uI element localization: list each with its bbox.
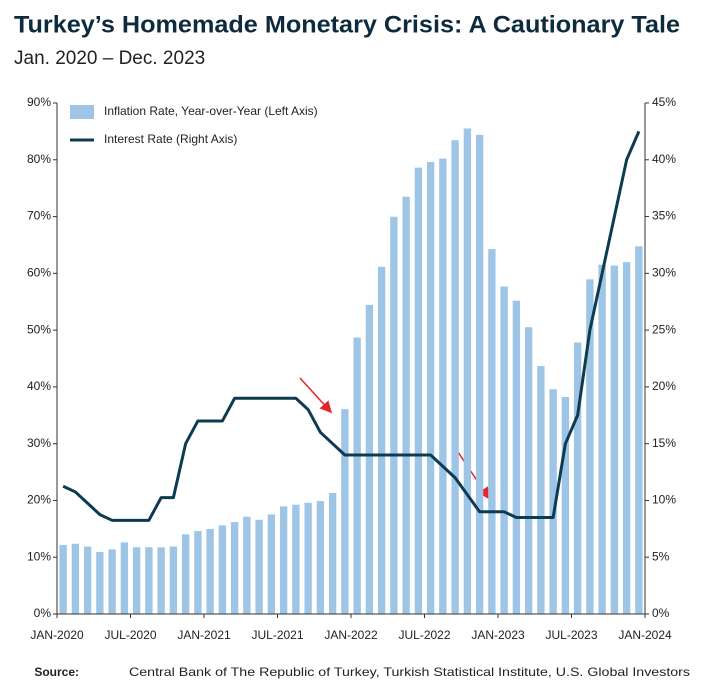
bar <box>59 545 67 614</box>
y-tick-label: 10% <box>27 549 51 563</box>
bar <box>586 279 594 614</box>
y2-tick-label: 25% <box>652 322 676 336</box>
y-tick-label: 0% <box>34 606 52 620</box>
legend-label: Interest Rate (Right Axis) <box>104 132 237 146</box>
bar <box>365 304 374 614</box>
x-tick-label: JUL-2020 <box>104 628 156 642</box>
chart-title: Turkey’s Homemade Monetary Crisis: A Cau… <box>14 11 680 38</box>
y-tick-label: 40% <box>27 379 51 393</box>
y-tick-label: 30% <box>27 436 51 450</box>
chart-subtitle: Jan. 2020 – Dec. 2023 <box>14 48 205 69</box>
bar <box>451 140 459 614</box>
bar <box>304 502 312 614</box>
bar <box>328 493 337 614</box>
bar <box>414 167 423 615</box>
y2-tick-label: 0% <box>652 606 670 620</box>
y2-tick-label: 20% <box>652 379 676 393</box>
x-tick-label: JUL-2022 <box>398 628 450 642</box>
bar <box>353 337 361 614</box>
bar <box>83 546 92 614</box>
bar <box>512 300 521 614</box>
bar <box>610 265 619 614</box>
y-tick-label: 20% <box>27 493 51 507</box>
y-tick-label: 80% <box>27 152 51 166</box>
bar <box>206 529 214 614</box>
x-tick-label: JAN-2023 <box>471 628 525 642</box>
bar <box>132 547 141 614</box>
y2-tick-label: 15% <box>652 436 676 450</box>
bar <box>475 134 484 614</box>
bar <box>573 342 582 614</box>
bar <box>108 549 116 614</box>
y2-tick-label: 35% <box>652 209 676 223</box>
y2-tick-label: 10% <box>652 493 676 507</box>
x-tick-label: JAN-2020 <box>30 628 84 642</box>
bar <box>316 501 325 614</box>
bar <box>181 534 190 614</box>
bar <box>341 409 349 614</box>
bar <box>243 516 251 614</box>
annotation-arrow <box>299 377 333 414</box>
bar <box>500 286 508 614</box>
bar <box>622 262 631 614</box>
bar <box>537 365 545 614</box>
x-tick-label: JAN-2021 <box>177 628 231 642</box>
x-tick-label: JAN-2024 <box>618 628 672 642</box>
bar <box>218 525 227 614</box>
y2-tick-label: 45% <box>652 95 676 109</box>
bar <box>439 158 447 614</box>
y2-tick-label: 40% <box>652 152 676 166</box>
source: Central Bank of The Republic of Turkey, … <box>129 665 690 679</box>
bar <box>194 531 202 614</box>
bar <box>488 249 496 614</box>
x-tick-label: JAN-2022 <box>324 628 378 642</box>
source-label: Source: <box>34 665 79 679</box>
y-tick-label: 60% <box>27 266 51 280</box>
bar <box>279 506 288 614</box>
bar <box>145 547 153 614</box>
bar <box>402 196 410 614</box>
bar <box>377 266 386 614</box>
bar <box>524 327 533 614</box>
y2-tick-label: 5% <box>652 549 670 563</box>
bar <box>71 543 80 614</box>
bar <box>549 389 557 614</box>
bar <box>390 216 398 614</box>
bar <box>96 551 104 614</box>
legend-swatch <box>70 105 94 119</box>
bar <box>426 162 435 614</box>
bar <box>463 128 472 614</box>
bar <box>169 546 178 614</box>
bar <box>230 522 239 614</box>
y-tick-label: 50% <box>27 322 51 336</box>
x-tick-label: JUL-2023 <box>545 628 597 642</box>
bar <box>292 504 300 614</box>
legend-label: Inflation Rate, Year-over-Year (Left Axi… <box>104 104 318 118</box>
y-tick-label: 70% <box>27 209 51 223</box>
bar <box>255 519 263 614</box>
bar <box>157 547 165 614</box>
y2-tick-label: 30% <box>652 266 676 280</box>
bar <box>267 514 276 614</box>
bar <box>120 542 129 614</box>
bar <box>598 264 606 614</box>
bar <box>561 397 570 614</box>
x-tick-label: JUL-2021 <box>251 628 303 642</box>
line-series <box>62 130 641 522</box>
y-tick-label: 90% <box>27 95 51 109</box>
bar <box>635 246 643 614</box>
